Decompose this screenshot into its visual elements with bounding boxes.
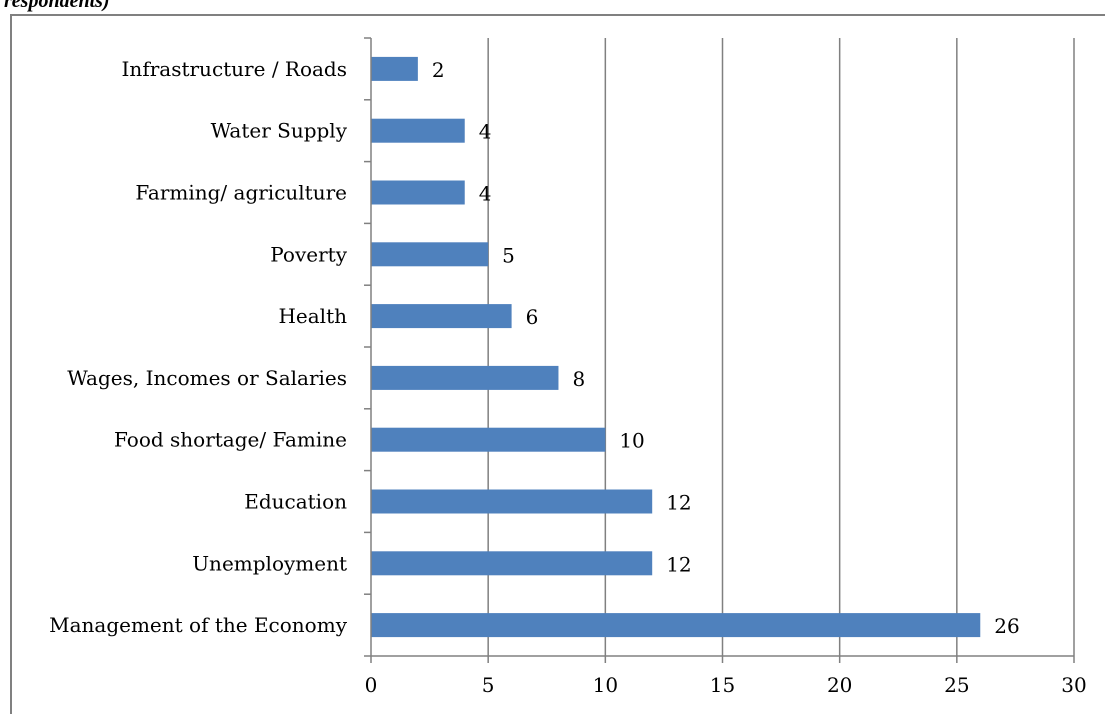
bar [371,56,418,81]
axes [364,37,1075,663]
x-tick-label: 10 [593,673,618,697]
data-label: 2 [432,58,445,82]
data-label: 4 [479,182,492,206]
category-label: Poverty [270,242,347,266]
data-label: 6 [526,305,539,329]
data-label: 4 [479,120,492,144]
category-label: Food shortage/ Famine [114,428,347,452]
data-label: 10 [619,429,644,453]
labels: 0 5 10 15 20 25 30 Infrastructure / Roads 2 Water… [49,57,1087,697]
data-label: 12 [666,491,691,515]
data-label: 12 [666,552,691,576]
chart-frame [10,14,1105,714]
bar [371,180,465,205]
bar [371,304,512,329]
x-tick-label: 25 [944,673,969,697]
bars [371,56,981,638]
bar [371,613,981,638]
chart-caption-fragment: respondents) [4,0,110,12]
data-label: 26 [994,614,1019,638]
bar [371,551,653,576]
category-label: Farming/ agriculture [135,181,347,205]
bar [371,118,465,143]
data-label: 5 [502,243,515,267]
x-tick-label: 30 [1061,673,1086,697]
x-tick-label: 0 [365,673,378,697]
category-label: Wages, Incomes or Salaries [67,366,347,390]
category-label: Management of the Economy [49,613,348,637]
bar [371,489,653,514]
category-label: Education [244,490,347,514]
bar [371,365,559,390]
x-tick-label: 20 [827,673,852,697]
category-label: Unemployment [192,551,347,575]
category-label: Infrastructure / Roads [122,57,347,81]
bar [371,427,606,452]
category-label: Water Supply [211,119,348,143]
x-tick-label: 5 [482,673,495,697]
x-tick-label: 15 [710,673,735,697]
data-label: 8 [572,367,585,391]
category-label: Health [278,304,347,328]
bar [371,242,489,267]
